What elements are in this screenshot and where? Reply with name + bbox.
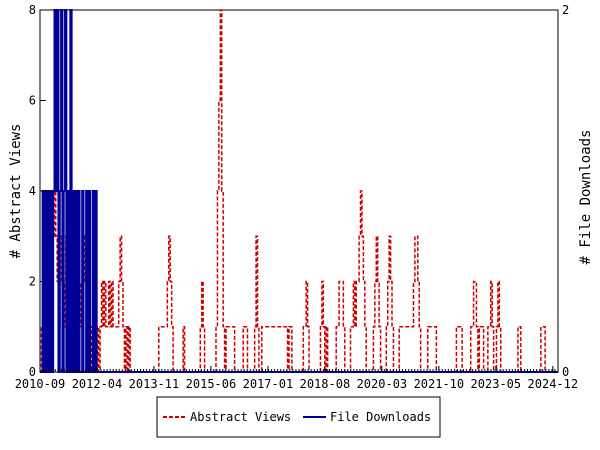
legend: Abstract Views File Downloads xyxy=(156,396,441,438)
y-right-tick-label: 2 xyxy=(562,3,569,17)
legend-box xyxy=(156,396,441,438)
legend-label-file-downloads: File Downloads xyxy=(330,410,431,424)
series-line-abstract-views xyxy=(40,9,558,373)
y-axis-left: 0 2 4 6 8 xyxy=(29,3,46,379)
x-tick-label: 2012-04 xyxy=(72,377,123,391)
y-axis-left-title: # Abstract Views xyxy=(8,124,24,259)
x-tick-label: 2023-05 xyxy=(471,377,522,391)
y-right-tick-label: 0 xyxy=(562,365,569,379)
x-tick-label: 2021-10 xyxy=(414,377,465,391)
y-left-tick-label: 0 xyxy=(29,365,36,379)
y-left-tick-label: 2 xyxy=(29,275,36,289)
series-line-file-downloads xyxy=(40,9,558,373)
x-tick-label: 2024-12 xyxy=(528,377,579,391)
x-axis: 2010-09 2012-04 2013-11 2015-06 2017-01 2018-… xyxy=(15,366,578,391)
legend-label-abstract-views: Abstract Views xyxy=(190,410,291,424)
plot-area xyxy=(39,9,559,373)
y-left-tick-label: 6 xyxy=(29,94,36,108)
x-tick-label: 2020-03 xyxy=(357,377,408,391)
y-axis-right-title: # File Downloads xyxy=(578,130,594,265)
x-tick-label: 2017-01 xyxy=(243,377,294,391)
x-tick-label: 2010-09 xyxy=(15,377,66,391)
x-tick-label: 2013-11 xyxy=(129,377,180,391)
x-tick-label: 2018-08 xyxy=(300,377,351,391)
plot-frame xyxy=(39,9,559,373)
y-left-tick-label: 4 xyxy=(29,184,36,198)
x-tick-label: 2015-06 xyxy=(186,377,237,391)
y-left-tick-label: 8 xyxy=(29,3,36,17)
y-axis-right: 02 xyxy=(552,3,569,379)
